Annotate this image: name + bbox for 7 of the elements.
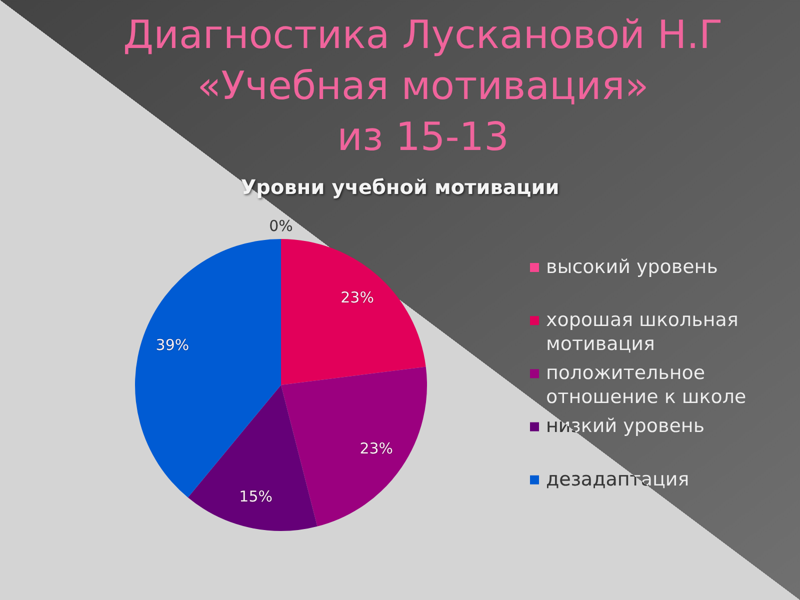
text: 0% <box>269 216 293 235</box>
data-label: 15% <box>239 487 273 506</box>
data-label: 23% <box>360 440 394 458</box>
legend-label: высокий уровень <box>546 256 718 278</box>
data-label: 23% <box>340 288 374 306</box>
data-label: 39% <box>156 336 190 354</box>
chart-title: Диагностика Лускановой Н.Г «Учебная мотивация» из 15-13 <box>122 12 724 162</box>
